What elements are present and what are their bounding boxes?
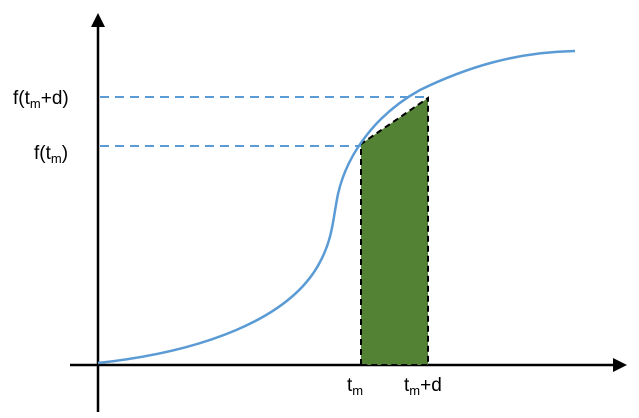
x-axis-arrow-icon bbox=[613, 358, 627, 372]
label-f-tm-plus-d: f(tm+d) bbox=[13, 88, 69, 111]
label-tm: tm bbox=[347, 375, 363, 398]
s-curve bbox=[97, 49, 576, 365]
label-tm-plus-d: tm+d bbox=[404, 375, 442, 398]
shaded-area bbox=[360, 96, 429, 366]
y-axis-arrow-icon bbox=[91, 13, 105, 27]
label-f-tm: f(tm) bbox=[34, 143, 68, 166]
